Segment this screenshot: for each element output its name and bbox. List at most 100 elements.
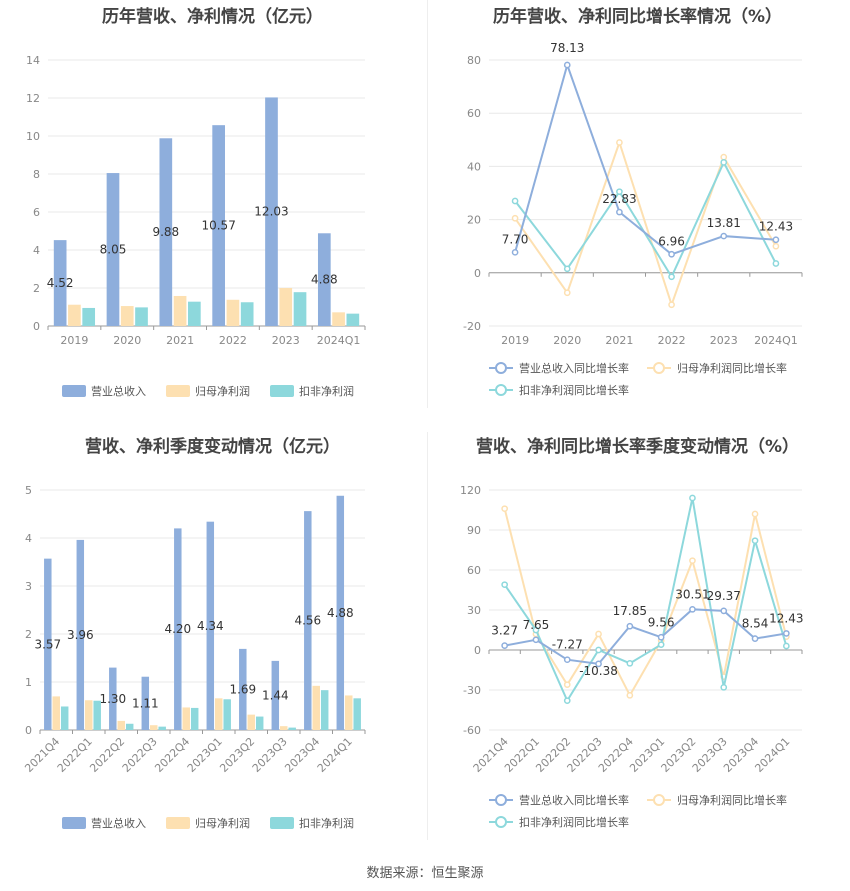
y-tick-label: 8	[33, 168, 40, 181]
bar-netprofit	[312, 685, 320, 730]
legend-swatch	[62, 817, 86, 829]
y-tick-label: 4	[33, 244, 40, 257]
x-tick-label: 2022	[658, 334, 686, 347]
data-point	[626, 622, 634, 630]
y-tick-label: 60	[467, 564, 481, 577]
bar-revenue	[141, 676, 150, 730]
data-point	[751, 635, 759, 642]
x-tick-label: 2020	[113, 334, 141, 347]
series-line-netprofit	[514, 139, 777, 308]
data-label: 4.56	[294, 614, 321, 628]
bar-deducted	[190, 707, 199, 730]
data-label: 10.57	[201, 219, 235, 233]
bar-deducted	[320, 690, 329, 730]
y-tick-label: 3	[25, 580, 32, 593]
bar-revenue	[106, 173, 120, 326]
data-label: 8.05	[100, 243, 127, 257]
legend-label: 营业总收入同比增长率	[519, 361, 629, 375]
x-tick-label: 2022	[219, 334, 247, 347]
bar-revenue	[265, 97, 278, 327]
data-label: 1.11	[132, 696, 159, 710]
y-tick-label: 0	[474, 267, 481, 280]
bar-revenue	[336, 495, 345, 730]
data-label: 12.43	[769, 611, 803, 625]
bar-netprofit	[247, 714, 255, 730]
x-tick-label: 2023Q3	[250, 735, 290, 775]
bar-netprofit	[279, 288, 293, 326]
legend-label: 营业总收入	[91, 384, 146, 398]
bar-deducted	[223, 699, 231, 730]
legend-label: 营业总收入同比增长率	[519, 793, 629, 807]
data-point	[616, 208, 623, 216]
x-tick-label: 2023	[710, 334, 738, 347]
legend-label: 扣非净利润同比增长率	[519, 815, 629, 829]
bar-deducted	[240, 302, 254, 326]
bar-revenue	[53, 240, 67, 326]
chart-title: 营收、净利同比增长率季度变动情况（%）	[475, 437, 800, 457]
legend-label: 扣非净利润同比增长率	[519, 383, 629, 397]
x-tick-label: 2022Q3	[120, 735, 160, 775]
annual-bar-chart: 0 2 4 6 8 10 12 14 2019 2020 2021 2022 2023 2024Q1 4.5…	[26, 54, 366, 398]
data-label: -10.38	[579, 664, 618, 678]
annual-growth-panel: 历年营收、净利同比增长率情况（%） -20 0 20 40 60 80 2019 2020 20…	[425, 0, 850, 425]
legend-label: 归母净利润同比增长率	[677, 361, 787, 375]
data-point	[501, 505, 509, 513]
series-line-deducted	[503, 497, 788, 703]
bar-netprofit	[215, 698, 223, 730]
legend-label: 扣非净利润	[299, 816, 354, 830]
data-label: 7.70	[502, 232, 529, 246]
series-line-revenue	[504, 608, 787, 665]
y-tick-label: -30	[463, 684, 481, 697]
chart-title: 历年营收、净利情况（亿元）	[102, 7, 323, 27]
bar-revenue	[174, 528, 182, 730]
data-label: -7.27	[552, 638, 583, 652]
legend-swatch	[495, 384, 507, 396]
divider	[427, 432, 428, 840]
bar-netprofit	[182, 707, 190, 730]
legend-swatch	[495, 362, 507, 374]
data-point	[772, 236, 780, 244]
bar-deducted	[293, 292, 307, 326]
bar-netprofit	[226, 299, 240, 326]
y-tick-label: 5	[25, 484, 32, 497]
x-tick-label: 2023Q4	[282, 735, 322, 775]
bar-revenue	[44, 558, 52, 730]
bar-deducted	[255, 716, 264, 730]
data-point	[501, 642, 509, 649]
data-point	[720, 683, 728, 691]
bar-netprofit	[52, 696, 60, 730]
x-tick-label: 2023	[272, 334, 300, 347]
bar-netprofit	[68, 304, 81, 326]
data-point	[668, 301, 675, 309]
x-tick-label: 2021Q4	[22, 735, 62, 775]
legend-swatch	[166, 817, 190, 829]
data-label: 12.43	[759, 220, 793, 234]
y-tick-label: 1	[25, 676, 32, 689]
data-label: 12.03	[254, 205, 288, 219]
series-line-revenue	[514, 61, 776, 256]
bar-revenue	[239, 648, 247, 730]
data-label: 1.44	[262, 688, 289, 702]
legend-swatch	[270, 817, 294, 829]
x-tick-label: 2024Q1	[317, 334, 361, 347]
y-tick-label: 6	[33, 206, 40, 219]
data-point	[501, 581, 509, 589]
data-point	[595, 646, 602, 654]
data-point	[689, 557, 696, 565]
legend-label: 归母净利润	[195, 816, 250, 830]
data-point	[532, 636, 540, 644]
bar-deducted	[288, 727, 296, 730]
bar-deducted	[60, 706, 69, 730]
data-point	[657, 641, 665, 649]
quarterly-revenue-profit-panel: 营收、净利季度变动情况（亿元） 0 1 2 3 4 5 2021Q4 2022Q1 2022Q2…	[0, 430, 425, 855]
data-point	[511, 248, 519, 256]
data-point	[626, 659, 634, 667]
bar-deducted	[125, 723, 134, 730]
data-source: 数据来源：恒生聚源	[366, 866, 484, 881]
divider	[427, 0, 428, 408]
data-point	[616, 139, 623, 146]
y-tick-label: 10	[26, 130, 40, 143]
chart-title: 营收、净利季度变动情况（亿元）	[85, 437, 340, 457]
x-tick-label: 2019	[60, 334, 88, 347]
legend-swatch	[653, 794, 665, 806]
